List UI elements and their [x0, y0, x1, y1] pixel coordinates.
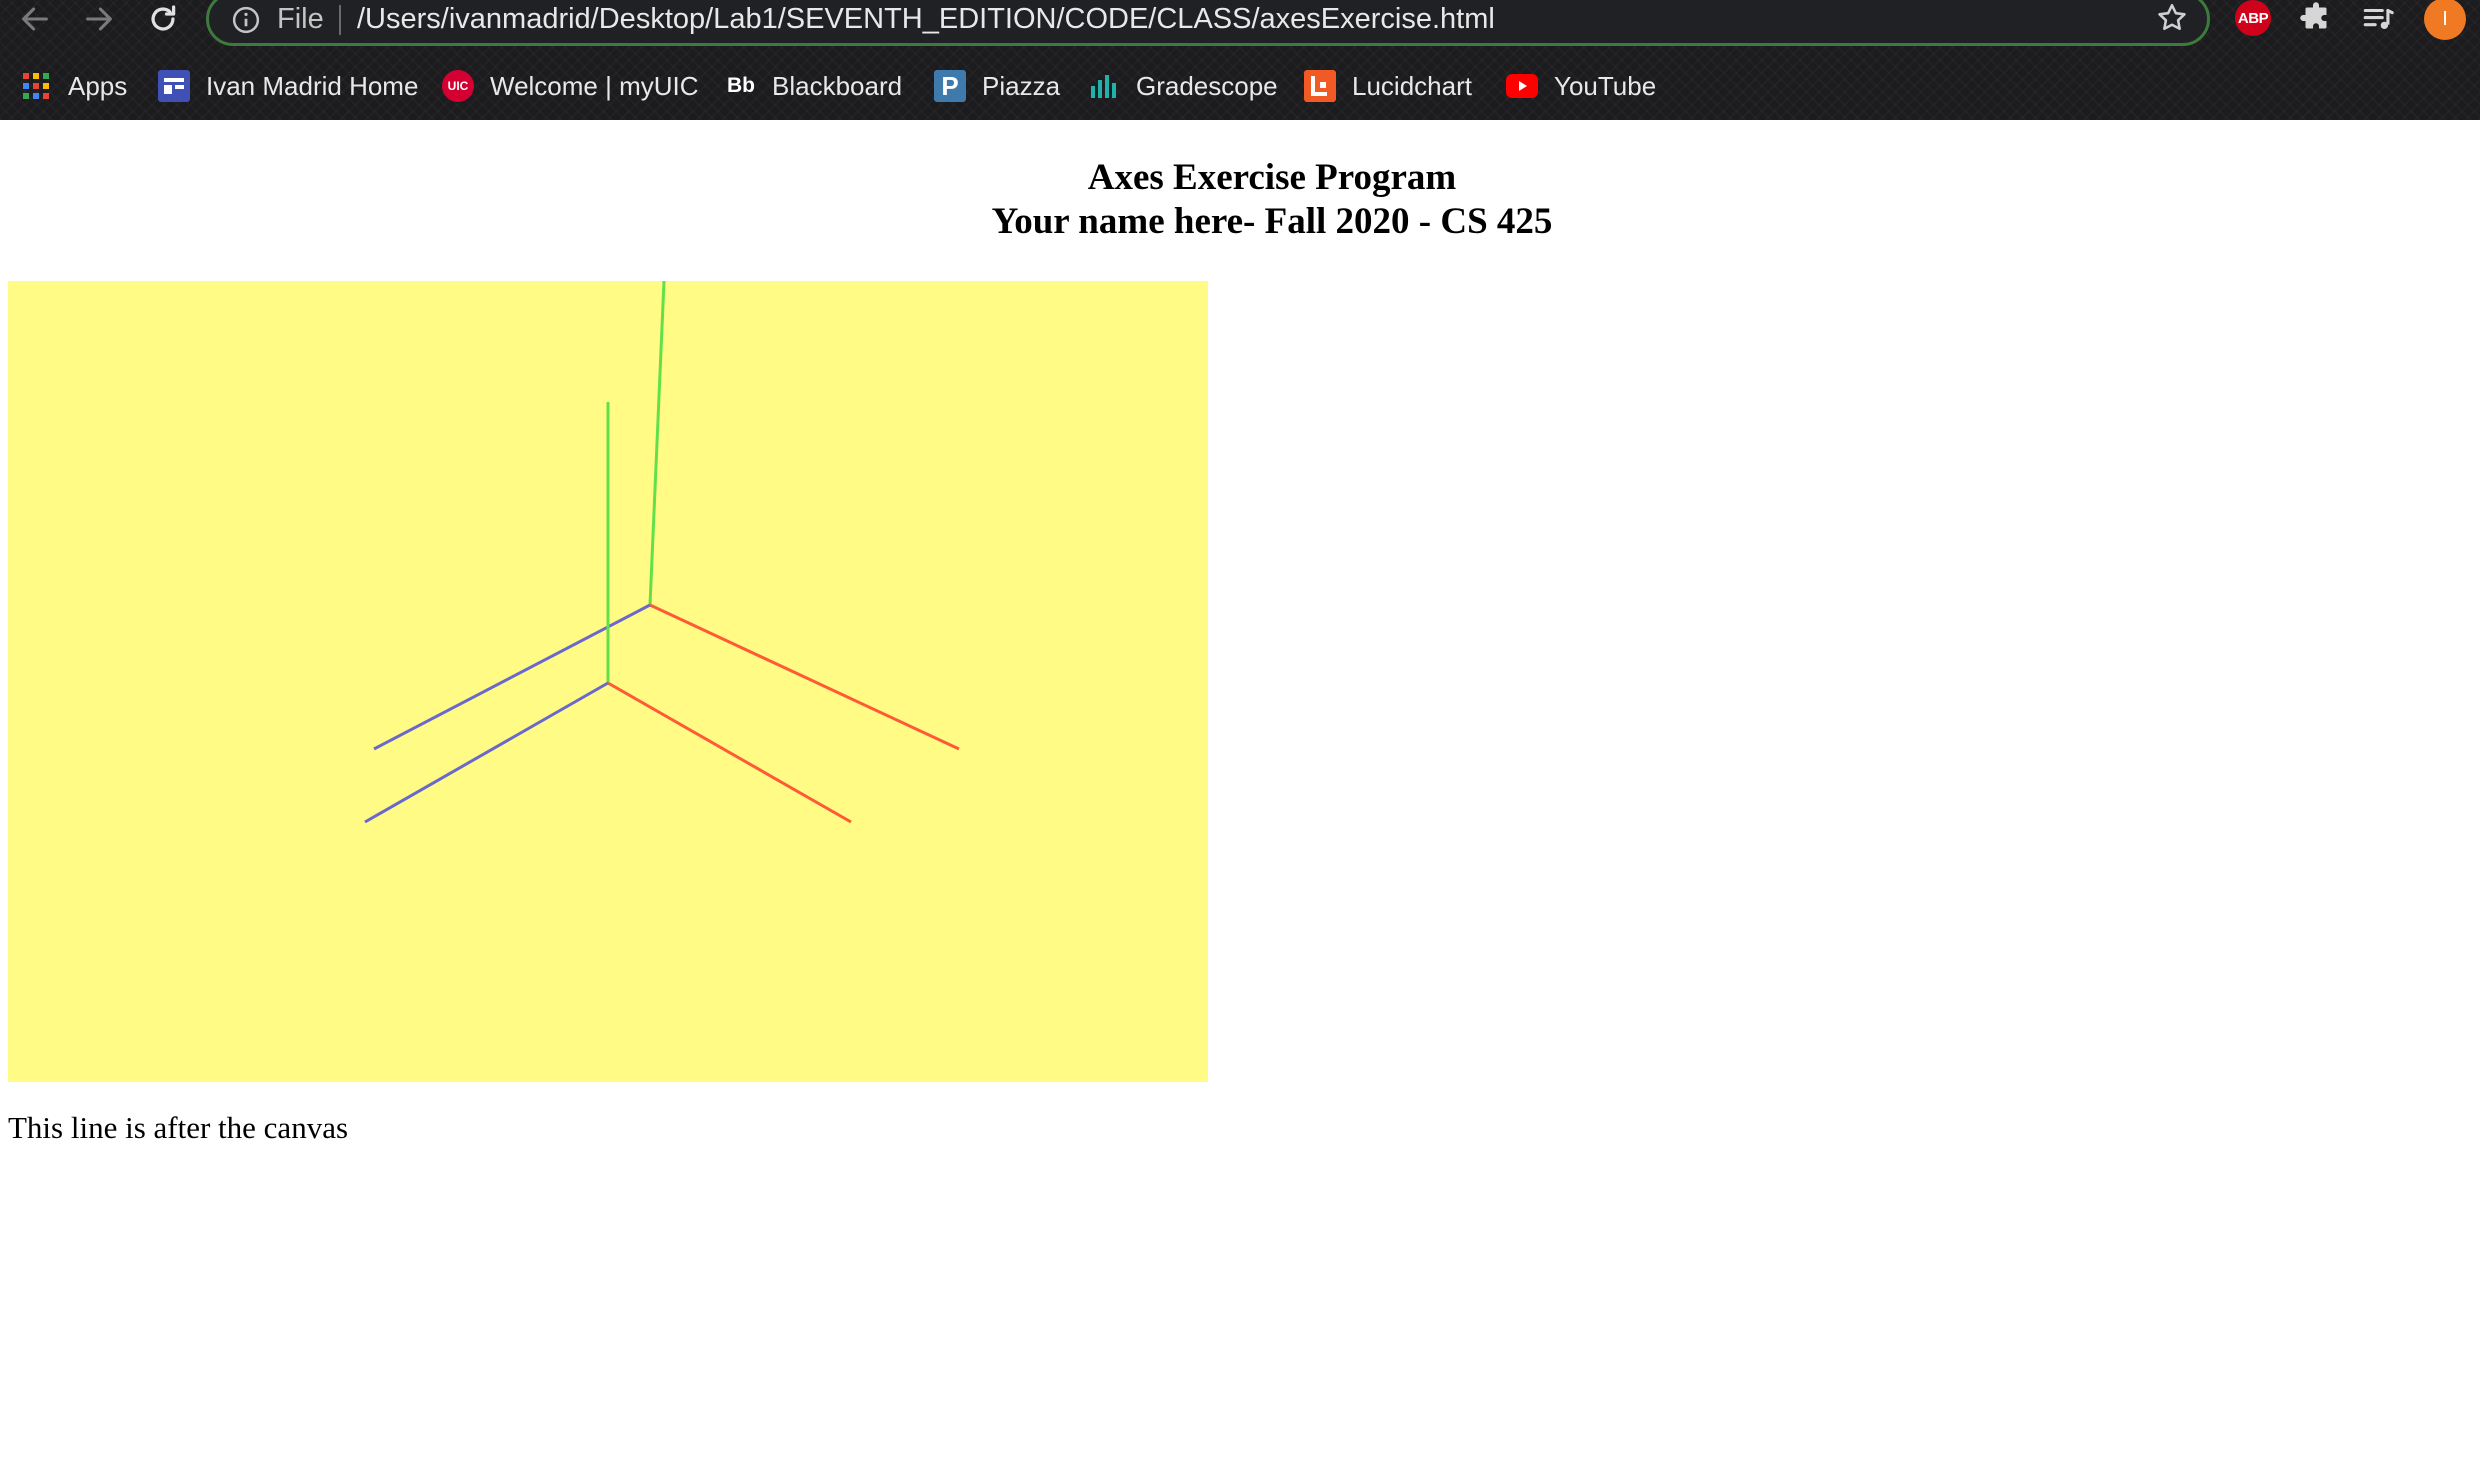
- front-z-axis-line: [364, 681, 609, 824]
- bookmark-youtube[interactable]: YouTube: [1506, 66, 1656, 106]
- reading-list-icon[interactable]: [2360, 2, 2396, 36]
- bookmark-lucidchart[interactable]: Lucidchart: [1304, 66, 1472, 106]
- bookmark-myuic[interactable]: UIC Welcome | myUIC: [442, 66, 699, 106]
- bookmark-label: Apps: [68, 70, 128, 101]
- address-scheme: File: [277, 3, 324, 35]
- adblock-extension-icon[interactable]: ABP: [2235, 0, 2271, 36]
- browser-toolbar: File /Users/ivanmadrid/Desktop/Lab1/SEVE…: [0, 0, 2480, 120]
- youtube-icon: [1506, 70, 1538, 102]
- forward-arrow-icon: [86, 7, 112, 31]
- webgl-canvas[interactable]: [8, 280, 1208, 1082]
- address-bar[interactable]: File /Users/ivanmadrid/Desktop/Lab1/SEVE…: [206, 0, 2210, 46]
- rear-x-axis-line: [649, 603, 960, 751]
- apps-grid-icon: [20, 70, 52, 102]
- uic-icon: UIC: [442, 70, 474, 102]
- back-arrow-icon: [22, 7, 48, 31]
- site-icon: [158, 70, 190, 102]
- reload-button[interactable]: [140, 0, 186, 38]
- reload-icon: [151, 5, 176, 31]
- page-title-line-2: Your name here- Fall 2020 - CS 425: [991, 201, 1553, 242]
- bookmark-label: Welcome | myUIC: [490, 70, 699, 101]
- info-icon[interactable]: [231, 5, 261, 35]
- bookmark-blackboard[interactable]: Bb Blackboard: [726, 66, 902, 106]
- bookmark-gradescope[interactable]: Gradescope: [1088, 66, 1278, 106]
- blackboard-icon: Bb: [727, 74, 755, 97]
- lucidchart-icon: [1304, 70, 1336, 102]
- rear-z-axis-line: [373, 603, 651, 751]
- gradescope-icon: [1088, 70, 1120, 102]
- bookmark-label: Piazza: [982, 70, 1061, 101]
- bookmark-label: YouTube: [1554, 70, 1657, 101]
- bookmark-apps[interactable]: Apps: [20, 66, 127, 106]
- bookmark-piazza[interactable]: P Piazza: [934, 66, 1060, 106]
- after-canvas-text: This line is after the canvas: [8, 1110, 349, 1145]
- bookmark-label: Blackboard: [772, 70, 903, 101]
- address-url[interactable]: /Users/ivanmadrid/Desktop/Lab1/SEVENTH_E…: [357, 3, 1495, 35]
- back-button[interactable]: [12, 0, 58, 38]
- bookmark-label: Ivan Madrid Home: [206, 70, 419, 101]
- bookmark-label: Lucidchart: [1352, 70, 1472, 101]
- rear-y-axis-line: [648, 280, 666, 606]
- page-title-line-1: Axes Exercise Program: [1087, 157, 1457, 198]
- bookmark-label: Gradescope: [1136, 70, 1278, 101]
- profile-avatar[interactable]: I: [2424, 0, 2466, 40]
- front-x-axis-line: [607, 681, 852, 824]
- axes-drawing: [364, 280, 960, 824]
- abp-badge-text: ABP: [2237, 9, 2269, 27]
- piazza-icon: P: [934, 70, 966, 102]
- page-title: Axes Exercise Program Your name here- Fa…: [0, 156, 2480, 244]
- bookmark-ivan-madrid-home[interactable]: Ivan Madrid Home: [158, 66, 418, 106]
- extensions-puzzle-icon[interactable]: [2298, 0, 2334, 36]
- address-separator: [339, 5, 341, 35]
- bookmark-star-icon[interactable]: [2155, 1, 2189, 35]
- forward-button[interactable]: [76, 0, 122, 38]
- profile-initial: I: [2442, 7, 2448, 30]
